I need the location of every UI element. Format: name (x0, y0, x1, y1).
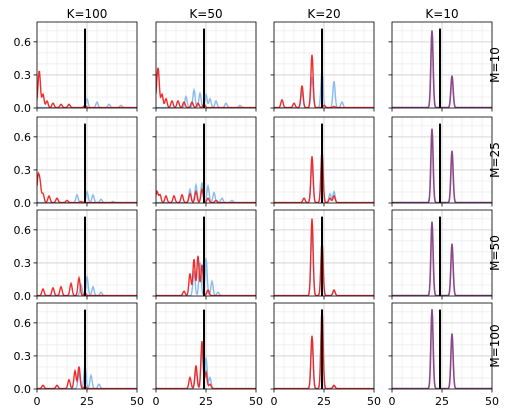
panel-plot-area (37, 309, 137, 389)
series-red-line (37, 171, 137, 203)
panel-plot-area (156, 28, 256, 108)
panel-r3-c3 (270, 209, 375, 300)
x-tick-label: 0 (34, 395, 41, 408)
series-purple-line (392, 309, 492, 389)
y-tick-label: 0.6 (14, 317, 32, 330)
y-tick-label: 0.6 (14, 224, 32, 237)
panel-r2-c1 (33, 116, 138, 207)
series-red-line (156, 187, 256, 203)
y-tick-label: 0.3 (14, 164, 32, 177)
y-tick-label: 0.3 (14, 69, 32, 82)
y-tick-label: 0.3 (14, 350, 32, 363)
panel-plot-area (274, 123, 374, 203)
row-title: M=50 (488, 235, 502, 271)
x-tick-label: 25 (80, 395, 94, 408)
panel-r1-c3 (270, 21, 375, 112)
series-purple-line (392, 30, 492, 108)
series-red-line (37, 275, 137, 296)
x-tick-label: 25 (435, 395, 449, 408)
panel-plot-area (37, 28, 137, 108)
y-tick-label: 0.0 (14, 290, 32, 303)
panel-r1-c2 (152, 21, 257, 112)
series-red-line (156, 67, 256, 108)
panel-plot-area (156, 123, 256, 203)
y-tick-label: 0.6 (14, 36, 32, 49)
panel-r2-c3 (270, 116, 375, 207)
column-title: K=50 (189, 7, 222, 21)
column-title: K=10 (425, 7, 458, 21)
panel-r3-c2 (152, 209, 257, 300)
row-title: M=100 (488, 324, 502, 367)
series-red-line (37, 70, 137, 108)
panel-r4-c3 (270, 302, 375, 393)
panel-r2-c4 (388, 116, 493, 207)
panel-plot-area (37, 216, 137, 296)
panel-r2-c2 (152, 116, 257, 207)
series-red-line (274, 218, 374, 296)
panel-plot-area (274, 309, 374, 389)
panel-r3-c1 (33, 209, 138, 300)
y-tick-label: 0.0 (14, 197, 32, 210)
panel-plot-area (392, 28, 492, 108)
series-blue-line (156, 87, 256, 108)
y-tick-label: 0.0 (14, 383, 32, 396)
panel-plot-area (392, 309, 492, 389)
panel-r1-c4 (388, 21, 493, 112)
x-tick-label: 0 (271, 395, 278, 408)
panel-plot-area (274, 216, 374, 296)
x-tick-label: 0 (389, 395, 396, 408)
panel-plot-area (392, 123, 492, 203)
x-tick-label: 25 (199, 395, 213, 408)
column-title: K=20 (307, 7, 340, 21)
x-tick-label: 25 (317, 395, 331, 408)
panel-r1-c1 (33, 21, 138, 112)
panel-plot-area (37, 123, 137, 203)
series-purple-line (392, 221, 492, 296)
x-tick-label: 50 (367, 395, 381, 408)
series-red-line (37, 366, 137, 389)
series-red-line (274, 54, 374, 108)
x-tick-label: 50 (130, 395, 144, 408)
x-tick-label: 50 (249, 395, 263, 408)
panel-plot-area (392, 216, 492, 296)
panel-plot-area (274, 28, 374, 108)
panel-r4-c4 (388, 302, 493, 393)
series-red-line (274, 150, 374, 203)
y-tick-label: 0.0 (14, 102, 32, 115)
series-blue-line (37, 97, 137, 108)
series-red-line (156, 255, 256, 296)
row-title: M=25 (488, 142, 502, 178)
series-red-line (156, 341, 256, 389)
series-purple-line (392, 128, 492, 203)
column-title: K=100 (67, 7, 108, 21)
x-tick-label: 0 (153, 395, 160, 408)
y-tick-label: 0.3 (14, 257, 32, 270)
series-red-line (274, 309, 374, 389)
x-tick-label: 50 (485, 395, 499, 408)
y-tick-label: 0.6 (14, 131, 32, 144)
panel-r3-c4 (388, 209, 493, 300)
panel-plot-area (156, 309, 256, 389)
panel-r4-c1 (33, 302, 138, 393)
row-title: M=10 (488, 47, 502, 83)
panel-r4-c2 (152, 302, 257, 393)
panel-plot-area (156, 216, 256, 296)
